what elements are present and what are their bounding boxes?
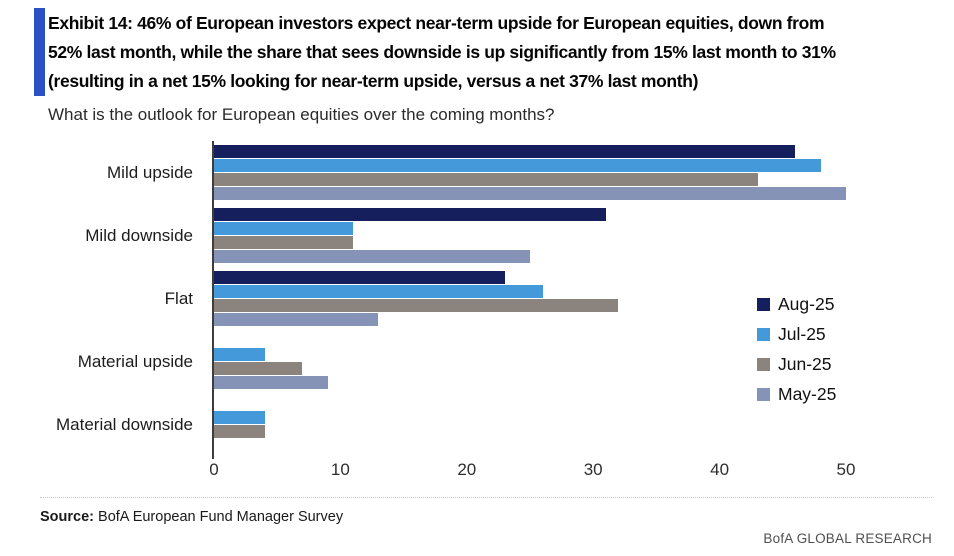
bar-may-25-material-upside — [214, 376, 328, 389]
legend-item-jul-25: Jul-25 — [757, 319, 836, 349]
legend-label-jun-25: Jun-25 — [778, 353, 832, 374]
x-tick-10: 10 — [330, 460, 350, 479]
x-tick-30: 30 — [583, 460, 603, 479]
legend-swatch-jul-25 — [757, 327, 770, 341]
legend-label-jul-25: Jul-25 — [778, 323, 826, 344]
bar-jul-25-material-downside — [214, 411, 265, 424]
source-note: Source: BofA European Fund Manager Surve… — [40, 509, 343, 525]
legend-item-may-25: May-25 — [757, 379, 836, 409]
bar-jul-25-flat — [214, 285, 543, 298]
bar-jul-25-material-upside — [214, 348, 265, 361]
legend-swatch-may-25 — [757, 387, 770, 401]
source-label: Source: — [40, 509, 94, 525]
plot-area — [214, 145, 854, 460]
footer-divider — [40, 497, 932, 498]
bar-aug-25-mild-upside — [214, 145, 796, 158]
bar-may-25-mild-downside — [214, 250, 530, 263]
chart-question-subtitle: What is the outlook for European equitie… — [48, 105, 555, 124]
legend-label-aug-25: Aug-25 — [778, 293, 835, 314]
bar-jun-25-flat — [214, 299, 619, 312]
legend-swatch-jun-25 — [757, 357, 770, 371]
legend-swatch-aug-25 — [757, 297, 770, 311]
exhibit-title: Exhibit 14: 46% of European investors ex… — [48, 9, 948, 96]
bar-jun-25-material-downside — [214, 425, 265, 438]
category-label-flat: Flat — [164, 289, 193, 308]
bofa-global-research-brand: BofA GLOBAL RESEARCH — [763, 531, 932, 546]
x-tick-40: 40 — [710, 460, 730, 479]
bar-aug-25-mild-downside — [214, 208, 606, 221]
x-tick-20: 20 — [457, 460, 477, 479]
bar-jun-25-mild-downside — [214, 236, 354, 249]
x-tick-50: 50 — [836, 460, 856, 479]
bar-jun-25-mild-upside — [214, 173, 758, 186]
source-text: BofA European Fund Manager Survey — [94, 509, 344, 525]
bar-jul-25-mild-upside — [214, 159, 821, 172]
category-axis-labels: Mild upside Mild downside Flat Material ups… — [20, 145, 203, 460]
category-label-material-downside: Material downside — [55, 415, 193, 434]
exhibit-title-line-3: (resulting in a net 15% looking for near… — [48, 71, 699, 91]
bar-aug-25-flat — [214, 271, 505, 284]
exhibit-title-line-2: 52% last month, while the share that see… — [48, 42, 836, 62]
x-axis-tick-labels: 0 10 20 30 40 50 — [0, 460, 954, 484]
bar-jun-25-material-upside — [214, 362, 303, 375]
category-label-mild-upside: Mild upside — [107, 163, 193, 182]
legend-item-jun-25: Jun-25 — [757, 349, 836, 379]
bar-jul-25-mild-downside — [214, 222, 354, 235]
legend-item-aug-25: Aug-25 — [757, 289, 836, 319]
bar-may-25-flat — [214, 313, 379, 326]
category-label-mild-downside: Mild downside — [85, 226, 193, 245]
legend: Aug-25 Jul-25 Jun-25 May-25 — [757, 289, 836, 409]
title-accent-bar — [34, 8, 45, 96]
legend-label-may-25: May-25 — [778, 383, 837, 404]
category-label-material-upside: Material upside — [77, 352, 193, 371]
exhibit-title-line-1: Exhibit 14: 46% of European investors ex… — [48, 13, 825, 33]
y-axis-line — [212, 141, 214, 459]
x-tick-0: 0 — [209, 460, 219, 479]
bar-may-25-mild-upside — [214, 187, 846, 200]
